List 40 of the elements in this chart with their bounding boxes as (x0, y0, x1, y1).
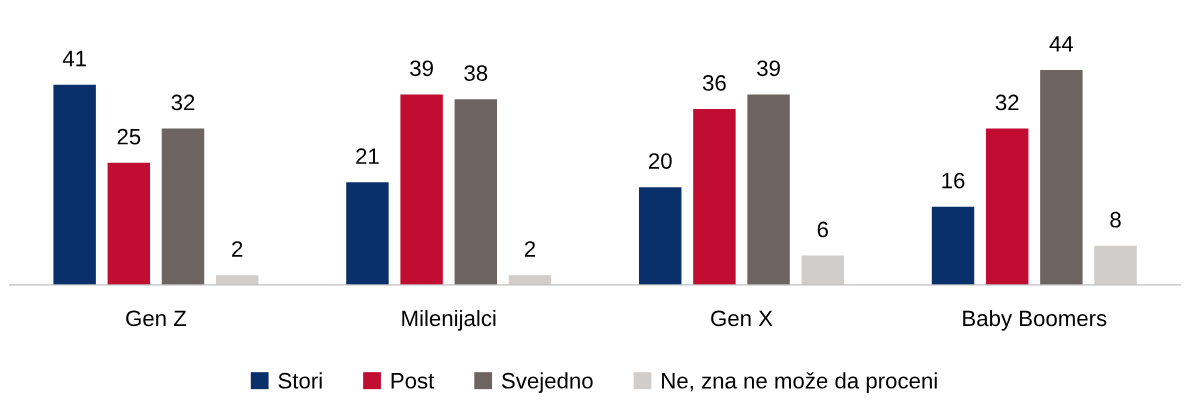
bar (346, 182, 389, 285)
data-label: 8 (1110, 211, 1121, 228)
bar (400, 94, 443, 285)
bar (53, 84, 96, 285)
data-label: 16 (942, 172, 965, 189)
legend-label: Svejedno (501, 372, 593, 393)
data-label: 21 (356, 148, 379, 164)
data-label: 20 (649, 153, 672, 169)
data-label: 44 (1049, 36, 1074, 52)
bar (454, 99, 498, 285)
data-label: 39 (410, 60, 433, 77)
x-tick-label: Milenijalci (402, 309, 496, 331)
bar (639, 187, 682, 285)
bar (693, 109, 736, 285)
data-label: 2 (524, 241, 536, 257)
data-label: 41 (62, 50, 86, 67)
bar (215, 275, 259, 285)
data-label: 25 (117, 128, 141, 145)
legend-label: Stori (278, 372, 322, 389)
bar (801, 255, 844, 285)
bar (1094, 245, 1137, 285)
bar (931, 206, 975, 285)
x-tick-label: Gen Z (126, 310, 187, 327)
bar (747, 94, 790, 285)
legend-label: Ne, zna ne može da proceni (662, 372, 937, 393)
data-label: 2 (232, 241, 243, 257)
bar (985, 128, 1029, 285)
bar (1040, 69, 1083, 285)
bar (107, 162, 151, 285)
data-label: 36 (702, 75, 726, 91)
x-tick-label: Baby Boomers (963, 309, 1107, 331)
data-label: 32 (171, 94, 195, 111)
legend-label: Post (391, 373, 435, 389)
data-label: 6 (817, 221, 828, 238)
x-tick-label: Gen X (711, 310, 773, 327)
bar (508, 275, 552, 285)
data-label: 39 (757, 60, 780, 77)
data-label: 38 (464, 65, 488, 82)
data-label: 32 (995, 94, 1019, 111)
bar (161, 128, 205, 285)
